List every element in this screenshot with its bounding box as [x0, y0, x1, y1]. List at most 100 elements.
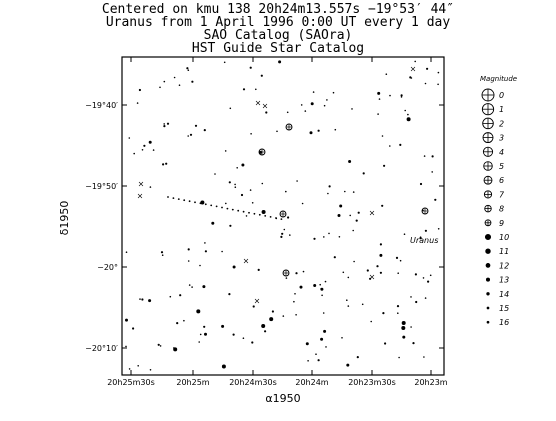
- star-point: [242, 337, 245, 340]
- star-point: [252, 305, 255, 308]
- star-point: [320, 337, 324, 341]
- star-point: [264, 215, 267, 217]
- legend-label: 7: [499, 190, 505, 199]
- star-point: [149, 369, 152, 371]
- star-point: [396, 305, 400, 308]
- star-point: [323, 329, 327, 333]
- star-point: [353, 260, 355, 263]
- star-point: [352, 191, 355, 193]
- star-point: [149, 186, 152, 188]
- star-point: [379, 253, 383, 257]
- star-point: [342, 271, 345, 274]
- star-point: [281, 232, 284, 235]
- legend-label: 8: [499, 205, 504, 214]
- star-point: [295, 272, 298, 275]
- star-point: [385, 73, 388, 75]
- star-point: [148, 299, 152, 303]
- star-point: [402, 335, 406, 339]
- star-point: [338, 236, 341, 238]
- star-point: [313, 237, 316, 240]
- y-tick-label: −19°40′: [85, 101, 118, 110]
- star-point: [282, 315, 285, 317]
- star-point: [344, 190, 346, 193]
- star-point: [304, 110, 307, 112]
- star-point: [228, 181, 231, 184]
- star-point: [397, 272, 400, 275]
- star-point: [324, 280, 327, 283]
- star-point: [381, 135, 384, 137]
- star-point: [188, 200, 191, 203]
- star-point: [307, 360, 309, 362]
- x-tick-label: 20h25m30s: [107, 378, 155, 387]
- y-tick-label: −20°10′: [85, 344, 118, 353]
- star-point: [172, 197, 175, 200]
- star-point: [199, 264, 201, 267]
- star-point: [161, 254, 164, 256]
- star-point: [295, 314, 297, 316]
- star-point: [178, 84, 181, 86]
- star-point: [323, 104, 326, 107]
- star-point: [389, 94, 391, 97]
- star-point: [352, 229, 355, 232]
- star-point: [159, 86, 161, 89]
- star-point: [132, 327, 135, 330]
- star-point: [412, 342, 415, 345]
- star-point: [162, 163, 165, 166]
- star-point: [260, 74, 263, 77]
- star-point: [414, 60, 417, 63]
- star-point: [415, 300, 418, 304]
- star-point: [202, 285, 206, 289]
- star-point: [152, 149, 155, 151]
- x-tick-label: 20h24m: [295, 378, 328, 387]
- legend-label: 3: [499, 134, 504, 143]
- star-point: [214, 173, 216, 175]
- star-point: [141, 298, 144, 301]
- star-point: [194, 201, 196, 204]
- x-axis: 20h25m30s 20h25m 20h24m30s 20h24m 20h23m30s 2…: [107, 57, 448, 387]
- star-point: [376, 265, 379, 268]
- star-point: [379, 271, 382, 274]
- star-point: [169, 295, 172, 298]
- y-axis-label: δ1950: [58, 201, 71, 236]
- star-point: [249, 66, 252, 69]
- star-point: [289, 234, 291, 236]
- annotation-uranus: Uranus: [410, 236, 438, 245]
- star-point: [326, 99, 328, 101]
- star-point: [424, 229, 427, 232]
- star-point: [204, 332, 207, 336]
- star-point: [204, 242, 206, 244]
- star-point: [133, 152, 135, 155]
- star-point: [226, 207, 229, 210]
- star-point: [379, 243, 382, 246]
- x-mark-object: [137, 193, 143, 199]
- star-point: [395, 256, 399, 259]
- star-point: [403, 233, 406, 235]
- star-point: [401, 326, 406, 330]
- star-point: [424, 297, 427, 299]
- star-point: [427, 280, 430, 283]
- star-point: [187, 248, 190, 251]
- star-point: [236, 167, 238, 169]
- star-point: [341, 337, 343, 339]
- star-point: [196, 309, 201, 314]
- star-point: [280, 218, 283, 221]
- star-point: [325, 346, 327, 348]
- star-point: [313, 284, 317, 287]
- star-point: [242, 210, 245, 213]
- star-point: [381, 204, 384, 207]
- star-point: [347, 276, 350, 279]
- star-point: [203, 129, 206, 132]
- star-point: [322, 312, 325, 314]
- star-point: [234, 186, 237, 188]
- star-point: [437, 228, 440, 230]
- star-point: [361, 303, 364, 306]
- legend-symbol: [485, 263, 491, 268]
- star-point: [167, 196, 169, 198]
- star-point: [188, 284, 191, 286]
- star-point: [231, 208, 234, 211]
- star-point: [179, 294, 182, 297]
- star-point: [148, 140, 152, 144]
- star-point: [384, 342, 387, 345]
